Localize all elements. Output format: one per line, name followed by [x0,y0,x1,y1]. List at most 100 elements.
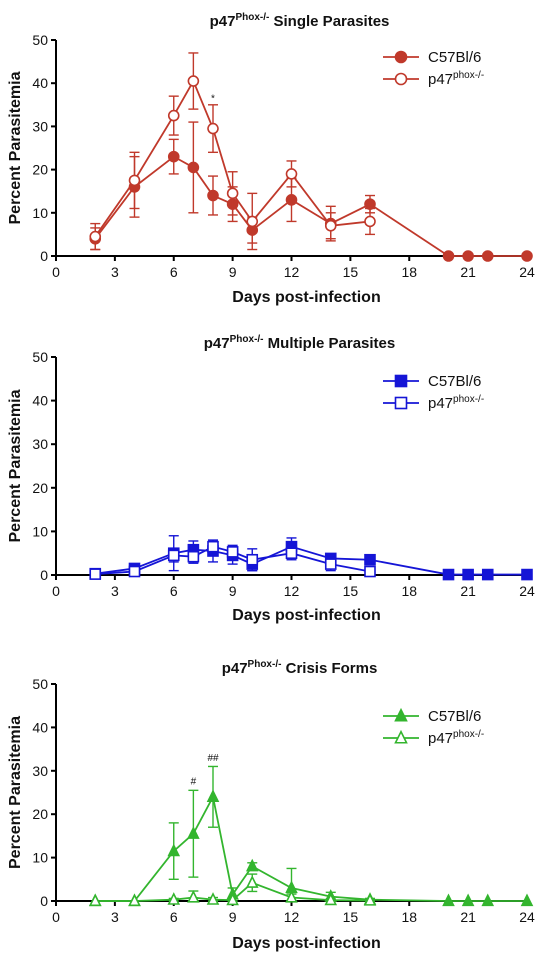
y-tick-label: 0 [40,248,48,264]
y-tick-label: 30 [32,763,48,779]
y-tick-label: 0 [40,567,48,583]
y-tick-label: 50 [32,349,48,365]
y-axis-label: Percent Parasitemia [7,716,24,869]
x-tick-label: 12 [284,264,300,280]
series-p47phox [89,539,376,580]
series-line [95,545,371,576]
series-line [95,794,527,902]
data-point [187,161,200,174]
x-tick-label: 15 [343,583,359,599]
series-p47phox [89,52,376,251]
chart-title-sup: Phox-/- [235,12,269,23]
x-tick-label: 3 [111,909,119,925]
x-tick-label: 0 [52,583,60,599]
x-tick-label: 24 [519,583,535,599]
x-tick-label: 6 [170,909,178,925]
data-point [226,892,239,906]
chart-title-suffix: Multiple Parasites [264,335,396,352]
data-point [442,893,455,907]
data-point [206,892,220,905]
legend-label-sup: phox-/- [453,729,484,740]
legend-entry: C57Bl/6 [383,49,481,66]
x-tick-label: 3 [111,264,119,280]
chart-title-suffix: Single Parasites [269,13,389,30]
x-tick-label: 24 [519,264,535,280]
y-tick-label: 20 [32,806,48,822]
significance-annotation: # [191,777,197,788]
chart-panel-2: p47Phox-/- Multiple Parasites01020304050… [7,334,535,624]
x-tick-label: 6 [170,583,178,599]
y-tick-label: 20 [32,480,48,496]
legend-marker [394,72,408,86]
data-point [206,789,220,802]
legend-marker [394,396,408,410]
data-point [207,540,219,553]
y-tick-label: 10 [32,523,48,539]
legend-entry: p47phox-/- [383,729,484,747]
data-point [167,150,180,163]
legend-marker [394,707,408,722]
legend-marker [394,374,408,388]
data-point [89,568,102,580]
data-point [285,194,298,206]
x-tick-label: 12 [284,583,300,599]
y-tick-label: 10 [32,205,48,221]
data-point [226,187,239,200]
data-point [364,565,376,578]
legend-label-main: p47 [428,71,453,88]
data-point [364,215,376,228]
x-tick-label: 9 [229,909,237,925]
chart-title-sup: Phox-/- [248,659,282,670]
data-point [88,893,102,907]
data-point [285,547,298,560]
legend-label-sup: phox-/- [453,70,484,81]
data-point [364,198,376,210]
x-tick-label: 9 [229,264,237,280]
data-point [363,893,377,906]
data-point [128,893,141,907]
data-point [226,546,239,558]
data-point [128,174,141,187]
legend-label: p47phox-/- [428,394,484,412]
y-axis-label: Percent Parasitemia [7,71,24,224]
data-point [167,892,181,905]
data-point [187,75,200,87]
data-point [461,893,475,907]
legend-label: p47phox-/- [428,70,484,88]
legend-entry: p47phox-/- [383,70,484,88]
legend-label: C57Bl/6 [428,49,481,66]
series-c57bl6 [89,535,533,581]
data-point [187,826,200,839]
y-tick-label: 0 [40,893,48,909]
series-line [94,155,527,257]
x-tick-label: 9 [229,583,237,599]
data-point [324,219,337,232]
x-tick-label: 3 [111,583,119,599]
legend-label-main: p47 [428,730,453,747]
data-point [324,558,337,570]
chart-title-main: p47 [210,13,236,30]
x-tick-label: 15 [343,264,359,280]
y-tick-label: 30 [32,436,48,452]
x-tick-label: 21 [460,583,476,599]
data-point [462,568,474,581]
y-tick-label: 20 [32,162,48,178]
data-point [462,250,474,262]
x-tick-label: 6 [170,264,178,280]
chart-title-sup: Phox-/- [230,334,264,345]
legend-label-sup: phox-/- [453,394,484,405]
data-point [521,568,533,581]
legend-label-main: C57Bl/6 [428,373,481,390]
data-point [481,893,495,907]
data-point [285,168,298,180]
legend-marker [394,50,408,64]
y-tick-label: 10 [32,850,48,866]
data-point [167,109,180,122]
y-tick-label: 30 [32,118,48,134]
x-tick-label: 18 [401,264,417,280]
legend-label: C57Bl/6 [428,708,481,725]
data-point [481,250,494,262]
data-point [167,549,180,562]
